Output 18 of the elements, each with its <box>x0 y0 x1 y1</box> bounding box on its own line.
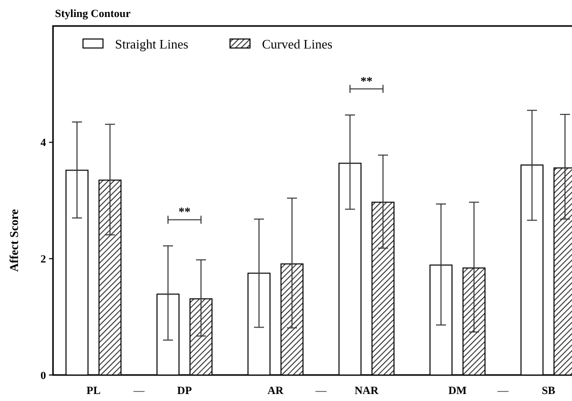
chart-title: Styling Contour <box>55 8 131 20</box>
y-tick-label: 0 <box>40 370 46 382</box>
text: — <box>496 385 510 397</box>
y-tick-label: 4 <box>40 137 46 150</box>
x-tick-label: DM <box>448 385 468 397</box>
x-tick-label: PL <box>86 385 101 397</box>
y-axis-title: Affect Score <box>7 208 21 272</box>
annotation: ** <box>360 74 372 88</box>
text: — <box>132 385 146 397</box>
y-tick-label: 2 <box>40 254 46 266</box>
legend-label: Curved Lines <box>262 36 332 52</box>
legend-label: Straight Lines <box>115 36 188 52</box>
x-tick-label: SB <box>542 385 556 397</box>
x-tick-label: DP <box>177 385 192 397</box>
x-tick-label: AR <box>268 385 284 397</box>
x-tick-label: NAR <box>354 385 380 397</box>
annotation: ** <box>178 204 190 219</box>
text: — <box>314 385 328 397</box>
